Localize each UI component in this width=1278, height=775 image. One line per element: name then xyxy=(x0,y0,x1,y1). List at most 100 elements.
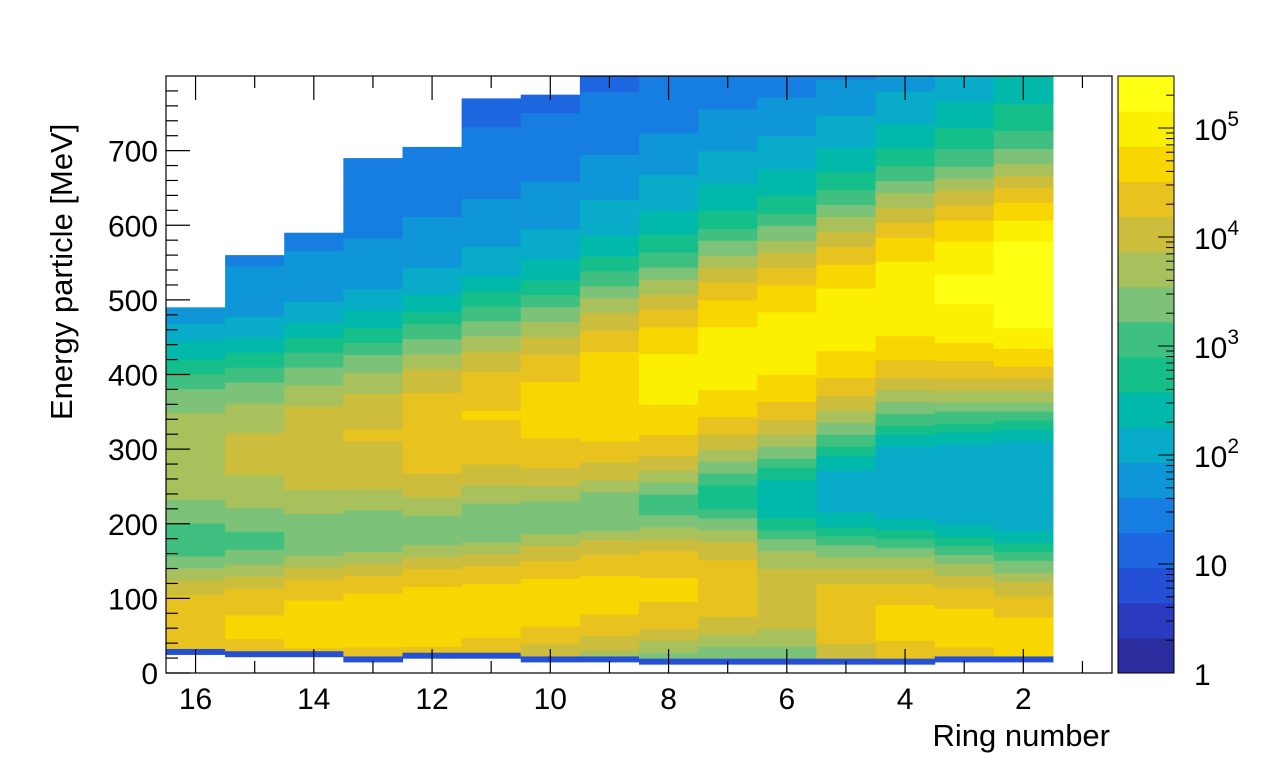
heatmap-cell xyxy=(461,99,522,104)
heatmap-cell xyxy=(757,425,817,429)
heatmap-cell xyxy=(934,542,995,546)
heatmap-cell xyxy=(757,541,817,546)
heatmap-cell xyxy=(520,378,581,382)
heatmap-cell xyxy=(757,308,817,313)
heatmap-cell xyxy=(757,505,817,510)
heatmap-cell xyxy=(343,363,404,367)
heatmap-cell xyxy=(816,323,877,328)
heatmap-cell xyxy=(343,342,404,346)
heatmap-cell xyxy=(402,281,463,286)
heatmap-cell xyxy=(343,309,404,314)
heatmap-cell xyxy=(757,490,817,495)
heatmap-cell xyxy=(875,320,936,325)
heatmap-cell xyxy=(698,183,758,188)
heatmap-cell xyxy=(993,643,1054,648)
heatmap-cell xyxy=(579,467,640,472)
heatmap-cell xyxy=(166,537,226,542)
heatmap-cell xyxy=(579,497,640,502)
heatmap-cell xyxy=(698,222,758,226)
heatmap-cell xyxy=(343,554,404,558)
heatmap-cell xyxy=(875,613,936,617)
heatmap-cell xyxy=(875,267,936,271)
heatmap-cell xyxy=(698,320,758,325)
heatmap-cell xyxy=(520,467,581,472)
heatmap-cell xyxy=(993,121,1054,126)
heatmap-cell xyxy=(875,622,936,626)
heatmap-cell xyxy=(284,528,344,532)
heatmap-cell xyxy=(757,165,817,170)
heatmap-cell xyxy=(875,478,936,483)
heatmap-cell xyxy=(816,225,877,229)
heatmap-cell xyxy=(343,178,404,182)
heatmap-cell xyxy=(875,586,936,591)
heatmap-cell xyxy=(284,370,344,374)
heatmap-cell xyxy=(166,573,226,578)
heatmap-cell xyxy=(461,237,522,241)
heatmap-cell xyxy=(520,130,581,135)
heatmap-cell xyxy=(402,299,463,304)
heatmap-cell xyxy=(698,413,758,417)
heatmap-cell xyxy=(698,571,758,576)
heatmap-cell xyxy=(639,150,699,155)
heatmap-cell xyxy=(402,425,463,429)
heatmap-cell xyxy=(816,529,877,534)
heatmap-cell xyxy=(757,246,817,250)
heatmap-cell xyxy=(639,589,699,594)
heatmap-cell xyxy=(402,610,463,614)
heatmap-cell xyxy=(875,189,936,194)
heatmap-cell xyxy=(520,199,581,203)
heatmap-cell xyxy=(579,294,640,299)
heatmap-cell xyxy=(461,359,522,364)
heatmap-cell xyxy=(402,392,463,396)
heatmap-cell xyxy=(402,601,463,605)
heatmap-cell xyxy=(816,338,877,343)
heatmap-cell xyxy=(934,581,995,585)
heatmap-cell xyxy=(225,575,285,580)
ring-column xyxy=(639,76,699,665)
heatmap-cell xyxy=(343,628,404,633)
heatmap-cell xyxy=(639,228,699,232)
heatmap-cell xyxy=(520,479,581,484)
heatmap-cell xyxy=(639,243,699,247)
heatmap-cell xyxy=(698,150,758,155)
heatmap-cell xyxy=(698,529,758,534)
heatmap-cell xyxy=(225,280,285,285)
x-tick-label: 4 xyxy=(897,683,914,716)
heatmap-cell xyxy=(934,306,995,311)
heatmap-cell xyxy=(816,117,877,122)
heatmap-cell xyxy=(461,523,522,528)
heatmap-cell xyxy=(284,575,344,580)
heatmap-cell xyxy=(698,108,758,113)
heatmap-cell xyxy=(402,398,463,402)
heatmap-cell xyxy=(520,524,581,529)
heatmap-cell xyxy=(461,135,522,140)
heatmap-cell xyxy=(343,455,404,460)
heatmap-cell xyxy=(284,498,344,502)
heatmap-cell xyxy=(816,362,877,367)
heatmap-cell xyxy=(402,559,463,564)
heatmap-cell xyxy=(520,231,581,236)
heatmap-cell xyxy=(343,473,404,478)
heatmap-cell xyxy=(225,408,285,413)
heatmap-cell xyxy=(402,249,463,253)
heatmap-cell xyxy=(875,350,936,355)
heatmap-cell xyxy=(520,518,581,523)
y-tick-label: 500 xyxy=(108,285,158,318)
heatmap-cell xyxy=(461,652,522,656)
heatmap-cell xyxy=(639,204,699,208)
heatmap-cell xyxy=(639,616,699,620)
heatmap-cell xyxy=(875,278,936,283)
heatmap-cell xyxy=(698,658,758,662)
heatmap-cell xyxy=(816,431,877,435)
heatmap-cell xyxy=(461,234,522,238)
heatmap-cell xyxy=(698,135,758,140)
heatmap-cell xyxy=(698,374,758,379)
heatmap-cell xyxy=(284,387,344,392)
heatmap-cell xyxy=(402,344,463,349)
heatmap-cell xyxy=(343,470,404,475)
heatmap-cell xyxy=(343,524,404,529)
heatmap-cell xyxy=(698,410,758,414)
heatmap-cell xyxy=(225,396,285,401)
heatmap-cell xyxy=(816,231,877,235)
heatmap-cell xyxy=(579,252,640,257)
